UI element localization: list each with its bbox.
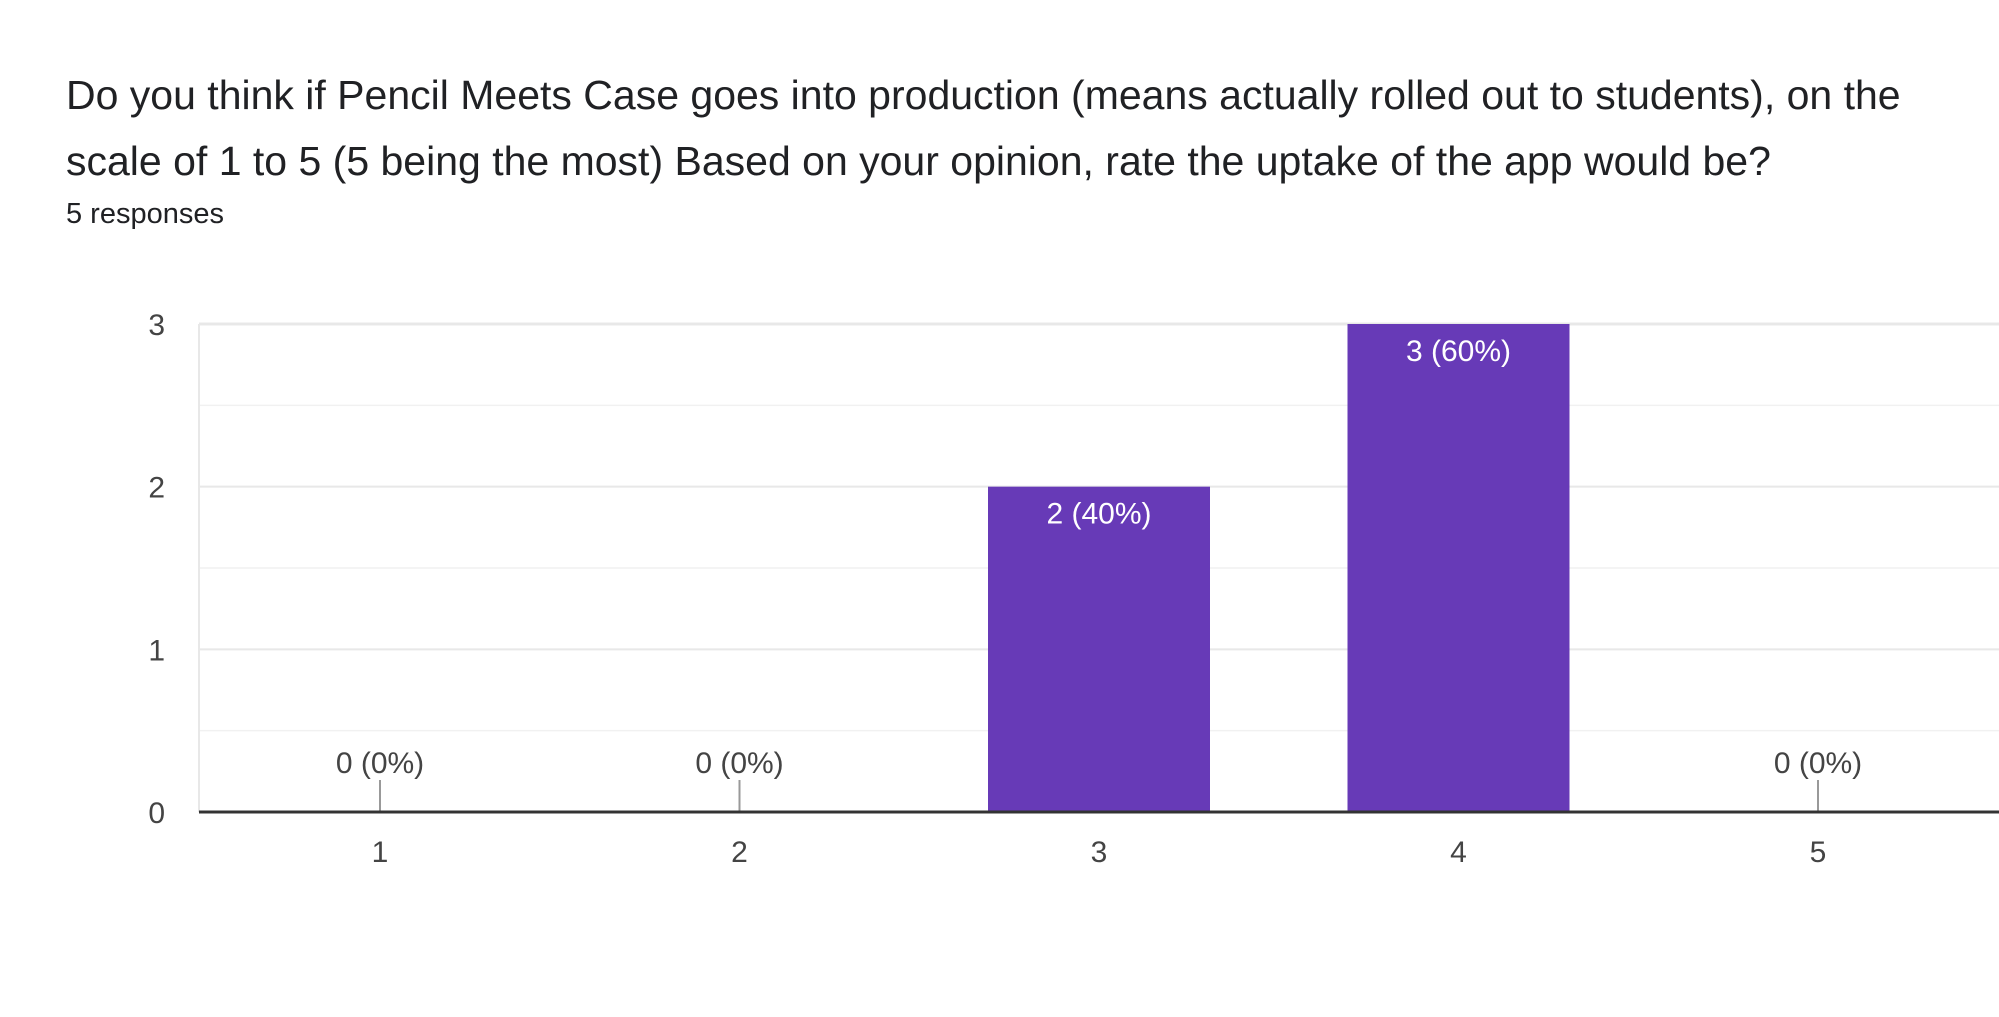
bar-data-label: 0 (0%) — [695, 747, 783, 780]
x-tick-label: 1 — [372, 836, 389, 869]
y-tick-label: 0 — [148, 797, 165, 830]
bar-data-label: 3 (60%) — [1406, 335, 1511, 368]
question-title: Do you think if Pencil Meets Case goes i… — [66, 72, 1901, 184]
y-tick-label: 3 — [148, 309, 165, 342]
x-tick-label: 5 — [1810, 836, 1827, 869]
x-tick-label: 2 — [731, 836, 748, 869]
bar — [1347, 324, 1570, 812]
y-tick-label: 1 — [148, 634, 165, 667]
response-count: 5 responses — [66, 198, 224, 230]
bar — [988, 486, 1210, 812]
bar-data-label: 0 (0%) — [336, 747, 424, 780]
y-tick-label: 2 — [148, 472, 165, 505]
x-tick-label: 3 — [1091, 836, 1108, 869]
bar-data-label: 2 (40%) — [1046, 498, 1151, 531]
x-tick-label: 4 — [1450, 836, 1467, 869]
bar-data-label: 0 (0%) — [1774, 747, 1862, 780]
